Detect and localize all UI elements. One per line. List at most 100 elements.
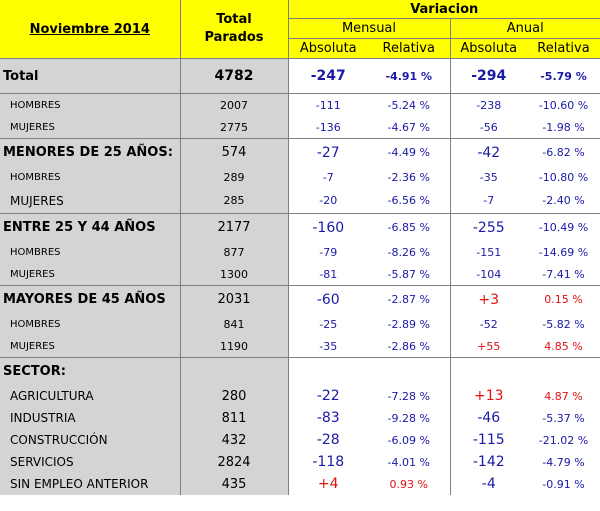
mensual-absoluta: -160 <box>288 213 368 241</box>
anual-absoluta: -35 <box>479 170 498 184</box>
mensual-header: Mensual <box>288 18 451 39</box>
row-label: HOMBRES <box>0 241 181 263</box>
anual-absoluta: -56 <box>479 120 498 134</box>
mensual-relativa: -4.01 % <box>368 451 451 473</box>
table-row: MENORES DE 25 AÑOS: 574 -27 -4.49 % -42 … <box>0 138 600 166</box>
anual-absoluta: -42 <box>450 138 527 166</box>
anual-relativa: -5.82 % <box>542 317 585 331</box>
table-row: HOMBRES 2007 -111 -5.24 % -238 -10.60 % <box>0 93 600 116</box>
anual-relativa-header: Relativa <box>527 38 600 59</box>
table-row: HOMBRES 877 -79 -8.26 % -151 -14.69 % <box>0 241 600 263</box>
mensual-absoluta: -25 <box>319 317 338 331</box>
mensual-absoluta: +4 <box>317 476 339 492</box>
anual-relativa: -5.37 % <box>542 411 585 425</box>
total-value <box>180 357 289 385</box>
mensual-relativa: -4.91 % <box>368 58 451 94</box>
table-row: CONSTRUCCIÓN 432 -28 -6.09 % -115 -21.02… <box>0 429 600 451</box>
total-value: 435 <box>180 473 289 495</box>
total-parados-header: Total Parados <box>180 0 289 59</box>
table-row: MUJERES 285 -20 -6.56 % -7 -2.40 % <box>0 188 600 214</box>
mensual-relativa: -6.56 % <box>368 188 451 214</box>
empty-cell <box>527 357 600 385</box>
anual-absoluta: +55 <box>477 339 501 353</box>
total-value: 285 <box>180 188 289 214</box>
mensual-absoluta-header: Absoluta <box>288 38 368 59</box>
mensual-relativa: -9.28 % <box>368 407 451 429</box>
mensual-relativa: -2.36 % <box>368 166 451 188</box>
table-row: Total 4782 -247 -4.91 % -294 -5.79 % <box>0 58 600 94</box>
table-row: MUJERES 2775 -136 -4.67 % -56 -1.98 % <box>0 116 600 139</box>
total-value: 432 <box>180 429 289 451</box>
mensual-absoluta: -111 <box>315 98 341 112</box>
total-value: 289 <box>180 166 289 188</box>
table-row: SIN EMPLEO ANTERIOR 435 +4 0.93 % -4 -0.… <box>0 473 600 495</box>
anual-relativa: -0.91 % <box>542 477 585 491</box>
anual-relativa: -5.79 % <box>527 58 600 94</box>
mensual-absoluta: -60 <box>288 285 368 313</box>
row-label: HOMBRES <box>0 166 181 188</box>
mensual-absoluta: -247 <box>288 58 368 94</box>
section-label: SECTOR: <box>0 357 181 385</box>
anual-absoluta-header: Absoluta <box>450 38 527 59</box>
mensual-relativa: -2.86 % <box>368 335 451 358</box>
total-value: 1300 <box>180 263 289 286</box>
anual-absoluta: -4 <box>481 476 496 492</box>
total-value: 841 <box>180 313 289 335</box>
total-value: 2031 <box>180 285 289 313</box>
mensual-relativa: -5.87 % <box>368 263 451 286</box>
table-row: MUJERES 1190 -35 -2.86 % +55 4.85 % <box>0 335 600 358</box>
mensual-relativa: -2.87 % <box>368 285 451 313</box>
mensual-relativa: -6.09 % <box>368 429 451 451</box>
mensual-relativa: -5.24 % <box>368 93 451 116</box>
table-row: HOMBRES 841 -25 -2.89 % -52 -5.82 % <box>0 313 600 335</box>
row-label: MUJERES <box>0 335 181 358</box>
table-row: INDUSTRIA 811 -83 -9.28 % -46 -5.37 % <box>0 407 600 429</box>
mensual-relativa: -7.28 % <box>368 385 451 407</box>
row-label: MUJERES <box>0 116 181 139</box>
table-row: AGRICULTURA 280 -22 -7.28 % +13 4.87 % <box>0 385 600 407</box>
anual-absoluta: +13 <box>473 388 504 404</box>
table-row: HOMBRES 289 -7 -2.36 % -35 -10.80 % <box>0 166 600 188</box>
table-row: SERVICIOS 2824 -118 -4.01 % -142 -4.79 % <box>0 451 600 473</box>
empty-cell <box>450 357 527 385</box>
anual-absoluta: -52 <box>479 317 498 331</box>
mensual-relativa: -2.89 % <box>368 313 451 335</box>
anual-relativa: -6.82 % <box>527 138 600 166</box>
anual-header: Anual <box>450 18 600 39</box>
anual-absoluta: -142 <box>472 454 505 470</box>
mensual-absoluta: -35 <box>319 339 338 353</box>
mensual-absoluta: -118 <box>312 454 345 470</box>
table-row: MUJERES 1300 -81 -5.87 % -104 -7.41 % <box>0 263 600 286</box>
anual-relativa: -4.79 % <box>542 455 585 469</box>
total-value: 2177 <box>180 213 289 241</box>
table-title: Noviembre 2014 <box>0 0 181 59</box>
total-value: 1190 <box>180 335 289 358</box>
anual-absoluta: -255 <box>450 213 527 241</box>
mensual-relativa: 0.93 % <box>368 473 451 495</box>
anual-relativa: 4.85 % <box>544 339 583 353</box>
mensual-absoluta: -83 <box>316 410 340 426</box>
anual-relativa: -10.80 % <box>538 170 589 184</box>
row-label: ENTRE 25 Y 44 AÑOS <box>0 213 181 241</box>
anual-relativa: -7.41 % <box>542 267 585 281</box>
total-value: 877 <box>180 241 289 263</box>
mensual-absoluta: -27 <box>288 138 368 166</box>
mensual-absoluta: -7 <box>322 170 334 184</box>
variacion-header: Variacion <box>288 0 600 19</box>
anual-relativa: -21.02 % <box>538 433 589 447</box>
empty-cell <box>368 357 451 385</box>
row-label: MUJERES <box>0 188 181 214</box>
total-value: 2007 <box>180 93 289 116</box>
row-label: HOMBRES <box>0 93 181 116</box>
table-row: SECTOR: <box>0 357 600 385</box>
total-value: 811 <box>180 407 289 429</box>
table-row: MAYORES DE 45 AÑOS 2031 -60 -2.87 % +3 0… <box>0 285 600 313</box>
row-label: SIN EMPLEO ANTERIOR <box>0 473 181 495</box>
row-label: HOMBRES <box>0 313 181 335</box>
total-value: 574 <box>180 138 289 166</box>
row-label: AGRICULTURA <box>0 385 181 407</box>
mensual-absoluta: -81 <box>319 267 338 281</box>
anual-relativa: -10.60 % <box>538 98 589 112</box>
table-row: ENTRE 25 Y 44 AÑOS 2177 -160 -6.85 % -25… <box>0 213 600 241</box>
mensual-absoluta: -22 <box>316 388 340 404</box>
